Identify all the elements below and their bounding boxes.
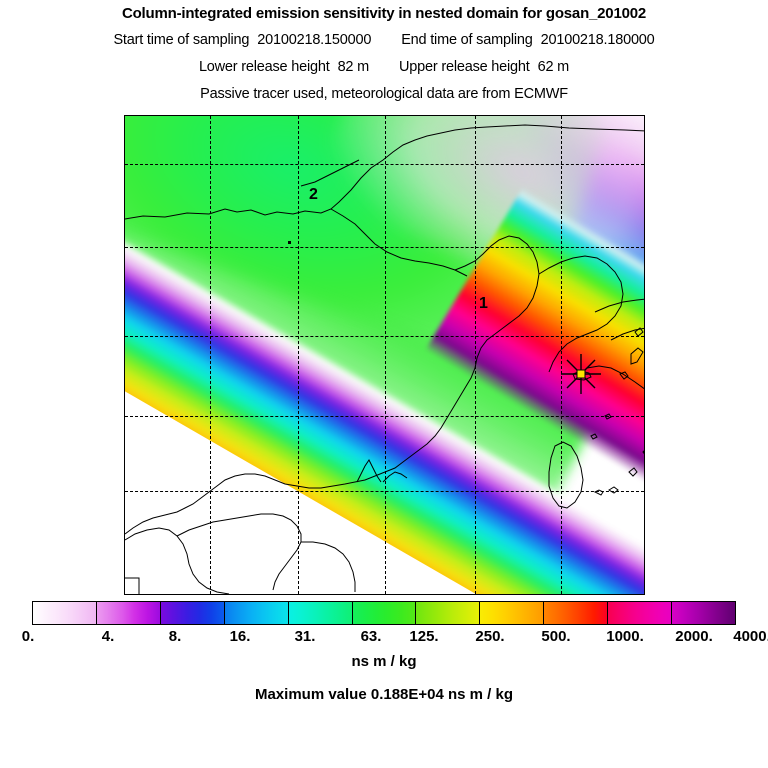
lower-release-label: Lower release height (198, 59, 330, 75)
plume-age-label-2: 2 (309, 186, 318, 203)
page-title: Column-integrated emission sensitivity i… (121, 5, 647, 22)
colorbar-segment-7 (480, 602, 545, 624)
release-height-row: Lower release height 82 m Upper release he… (0, 59, 768, 75)
start-time-label: Start time of sampling (113, 32, 250, 48)
colorbar-tick-11: 4000. (733, 628, 768, 645)
colorbar-tick-6: 125. (409, 628, 439, 645)
upper-release-value: 62 m (537, 59, 570, 75)
upper-release-label: Upper release height (399, 59, 530, 75)
end-time-label: End time of sampling (401, 32, 533, 48)
colorbar-tick-5: 63. (360, 628, 382, 645)
colorbar-tick-9: 1000. (606, 628, 644, 645)
colorbar-tick-labels: 0. 4. 8. 16. 31. 63. 125. 250. 500. 1000. 2000. 400… (0, 628, 768, 648)
colorbar-segment-10 (672, 602, 735, 624)
plume-age-label-1: 1 (479, 295, 488, 312)
colorbar-segment-2 (160, 602, 225, 624)
colorbar-segment-1 (96, 602, 161, 624)
colorbar (32, 601, 736, 625)
colorbar-segment-9 (608, 602, 673, 624)
colorbar-tick-4: 31. (294, 628, 316, 645)
colorbar-tick-7: 250. (475, 628, 505, 645)
sampling-time-row: Start time of sampling 20100218.150000 End… (0, 32, 768, 48)
colorbar-segment-3 (224, 602, 289, 624)
colorbar-segment-6 (416, 602, 481, 624)
colorbar-tick-2: 8. (168, 628, 182, 645)
colorbar-segment-8 (544, 602, 609, 624)
tracer-note: Passive tracer used, meteorological data… (200, 86, 568, 102)
colorbar-unit-label: ns m / kg (351, 653, 417, 670)
map-field-layer: 2 1 (125, 116, 644, 594)
colorbar-segment-5 (352, 602, 417, 624)
lower-release-value: 82 m (337, 59, 370, 75)
station-dot (288, 241, 291, 244)
colorbar-tick-3: 16. (229, 628, 251, 645)
colorbar-tick-8: 500. (541, 628, 571, 645)
start-time-value: 20100218.150000 (257, 32, 372, 48)
colorbar-tick-0: 0. (21, 628, 35, 645)
colorbar-segment-4 (288, 602, 353, 624)
colorbar-tick-10: 2000. (675, 628, 713, 645)
maximum-value-label: Maximum value 0.188E+04 ns m / kg (254, 686, 514, 703)
map-plot-panel: 2 1 (124, 115, 645, 595)
colorbar-segment-0 (33, 602, 97, 624)
colorbar-tick-1: 4. (101, 628, 115, 645)
end-time-value: 20100218.180000 (540, 32, 655, 48)
release-point-marker (561, 354, 601, 394)
